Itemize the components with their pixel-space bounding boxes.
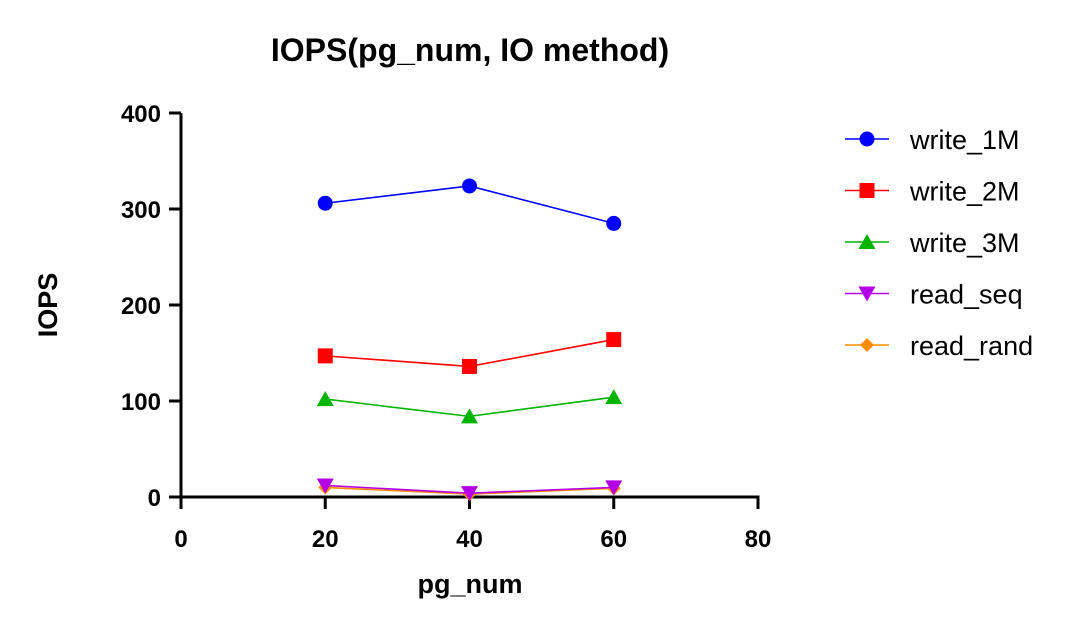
data-point-read_seq [461, 486, 478, 502]
series-layer [316, 178, 623, 502]
y-tick-label: 400 [121, 101, 161, 128]
y-tick-label: 0 [148, 485, 161, 512]
legend-marker [860, 338, 874, 352]
legend-marker [858, 234, 876, 249]
legend-label: read_seq [910, 280, 1023, 310]
data-point-read_seq [316, 478, 334, 494]
y-tick-label: 200 [121, 293, 161, 320]
data-point-write_3M [605, 389, 623, 405]
data-point-write_1M [462, 178, 477, 194]
legend-marker [859, 131, 875, 147]
x-tick-label: 80 [745, 526, 772, 553]
legend-item-read_rand: read_rand [845, 331, 1033, 361]
series-write_1M [317, 178, 622, 231]
x-axis-label: pg_num [418, 569, 523, 599]
axes: 0 100 200 300 400 0 20 40 60 80 [121, 101, 771, 553]
series-write_2M [317, 332, 622, 374]
legend-label: write_1M [909, 125, 1020, 155]
data-point-write_2M [317, 348, 333, 364]
x-tick-label: 0 [174, 526, 187, 553]
data-point-write_1M [606, 215, 622, 231]
data-point-write_2M [462, 358, 477, 374]
data-point-write_2M [606, 332, 622, 348]
legend-item-write_1M: write_1M [845, 125, 1020, 155]
data-point-write_3M [461, 408, 478, 424]
legend-item-write_3M: write_3M [845, 228, 1020, 258]
legend-label: read_rand [910, 331, 1033, 361]
legend-marker [859, 183, 875, 198]
legend-item-read_seq: read_seq [845, 280, 1023, 310]
series-read_seq [316, 478, 623, 502]
legend-marker [858, 286, 876, 302]
legend-item-write_2M: write_2M [845, 177, 1020, 207]
data-point-read_seq [605, 480, 623, 496]
data-point-write_3M [316, 391, 334, 407]
series-write_3M [316, 389, 623, 424]
y-tick-label: 100 [121, 389, 161, 416]
chart-title: IOPS(pg_num, IO method) [271, 32, 669, 68]
data-point-write_1M [317, 195, 333, 211]
legend: write_1M write_2M write_3M read_seq read_ran… [845, 125, 1033, 361]
legend-label: write_3M [909, 228, 1020, 258]
legend-label: write_2M [909, 177, 1020, 207]
x-tick-label: 60 [600, 526, 627, 553]
x-tick-label: 20 [312, 526, 339, 553]
y-tick-label: 300 [121, 197, 161, 224]
x-tick-label: 40 [456, 526, 483, 553]
y-axis-label: IOPS [33, 273, 63, 338]
